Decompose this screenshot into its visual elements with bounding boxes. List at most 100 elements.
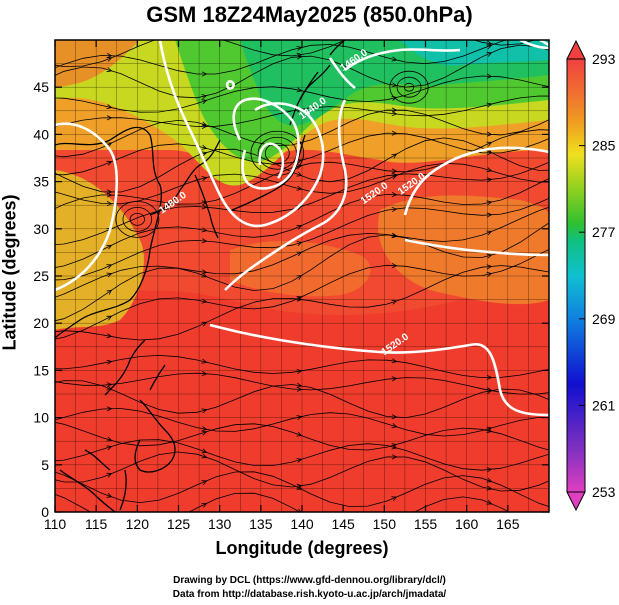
streamline-arrow bbox=[201, 448, 208, 454]
streamline-arrow bbox=[201, 238, 208, 244]
streamline-arrow bbox=[392, 22, 397, 26]
streamline-arrow bbox=[486, 271, 493, 277]
streamline-arrow bbox=[201, 503, 208, 508]
height-contours bbox=[55, 40, 549, 417]
x-tick-label: 110 bbox=[44, 516, 67, 532]
streamline-arrow bbox=[486, 375, 493, 381]
streamline-arrow bbox=[486, 131, 493, 137]
streamline-arrow bbox=[106, 104, 113, 110]
streamline-arrow bbox=[201, 430, 208, 436]
streamline-arrow bbox=[391, 496, 398, 502]
streamline-arrow bbox=[201, 121, 208, 127]
streamline-arrow bbox=[201, 204, 208, 210]
streamline-arrow bbox=[106, 359, 113, 365]
streamline-arrow bbox=[486, 477, 493, 483]
streamline-arrow bbox=[201, 151, 208, 157]
streamline-arrow bbox=[486, 73, 493, 79]
streamline-arrow bbox=[201, 408, 208, 414]
streamline-arrow bbox=[296, 87, 303, 93]
x-axis: 110 115 120 125 130 135 140 145 150 155 160 165 bbox=[44, 40, 520, 532]
wind-streamlines bbox=[55, 22, 549, 512]
y-tick-label: 10 bbox=[33, 410, 49, 426]
y-tick-label: 0 bbox=[41, 504, 49, 520]
streamline-arrow bbox=[201, 71, 208, 77]
streamline-arrow bbox=[201, 99, 208, 105]
streamline-arrow bbox=[391, 299, 398, 305]
streamline-arrow bbox=[296, 225, 303, 230]
credit-drawing: Drawing by DCL (https://www.gfd-dennou.o… bbox=[173, 575, 446, 586]
x-tick-label: 125 bbox=[167, 516, 191, 532]
streamline-arrow bbox=[296, 171, 303, 177]
streamline-arrow bbox=[296, 275, 303, 280]
colorbar-tick-label: 269 bbox=[592, 311, 616, 327]
streamline-arrow bbox=[106, 315, 113, 321]
streamline-arrow bbox=[296, 382, 303, 388]
x-tick-label: 150 bbox=[373, 516, 397, 532]
streamline-arrow bbox=[106, 244, 113, 250]
streamline-arrow bbox=[486, 428, 493, 434]
streamline-arrow bbox=[486, 467, 493, 473]
streamline-arrow bbox=[106, 201, 113, 207]
streamline-arrow bbox=[391, 192, 398, 198]
streamline-arrow bbox=[106, 160, 113, 166]
streamline-arrow bbox=[296, 296, 303, 302]
streamline-arrow bbox=[391, 172, 398, 178]
x-tick-label: 115 bbox=[85, 516, 108, 532]
streamline-arrow bbox=[391, 107, 398, 113]
streamline-arrow bbox=[391, 444, 398, 450]
streamline-arrow bbox=[106, 115, 113, 121]
streamline-arrow bbox=[296, 46, 303, 51]
streamline-arrow bbox=[391, 82, 398, 88]
colorbar-ticks: 253 261 269 277 285 293 bbox=[579, 51, 616, 500]
streamline-swirl bbox=[403, 82, 415, 92]
streamline-swirl bbox=[396, 76, 422, 98]
y-tick-label: 35 bbox=[33, 174, 49, 190]
streamline-swirl bbox=[264, 142, 290, 164]
streamline-arrow bbox=[486, 389, 493, 395]
streamline-arrow bbox=[391, 376, 398, 382]
streamline-arrow bbox=[106, 472, 113, 478]
y-axis: 0 5 10 15 20 25 30 35 40 45 bbox=[33, 79, 549, 520]
colorbar-tick-label: 293 bbox=[592, 51, 616, 67]
streamline-arrow bbox=[106, 436, 113, 442]
x-tick-label: 140 bbox=[290, 516, 314, 532]
x-tick-label: 155 bbox=[414, 516, 438, 532]
streamline-arrow bbox=[106, 272, 113, 278]
x-tick-label: 135 bbox=[249, 516, 273, 532]
streamline-arrow bbox=[486, 264, 493, 270]
streamline-arrow bbox=[201, 321, 208, 327]
streamline-arrow bbox=[201, 176, 208, 182]
streamline-arrow bbox=[486, 177, 493, 183]
streamline-arrow bbox=[201, 358, 208, 364]
streamline-arrow bbox=[201, 94, 208, 100]
streamline-arrow bbox=[486, 167, 493, 173]
streamline-arrow bbox=[296, 164, 303, 170]
colorbar-tick-label: 261 bbox=[592, 397, 616, 413]
streamline-arrow bbox=[201, 144, 208, 150]
streamline-arrow bbox=[486, 52, 493, 57]
streamline-arrow bbox=[391, 233, 398, 239]
y-tick-label: 5 bbox=[41, 457, 49, 473]
streamline-arrow bbox=[296, 415, 303, 421]
y-tick-label: 30 bbox=[33, 221, 49, 237]
colorbar-tick-label: 253 bbox=[592, 484, 616, 500]
streamline-arrow bbox=[296, 185, 303, 191]
streamline-arrow bbox=[486, 253, 493, 259]
streamline-arrow bbox=[201, 298, 208, 304]
colorbar-upper-arrow bbox=[566, 39, 586, 60]
x-axis-label: Longitude (degrees) bbox=[215, 538, 389, 558]
credit-data: Data from http://database.rish.kyoto-u.a… bbox=[172, 589, 447, 600]
streamline-arrow bbox=[201, 426, 208, 432]
streamline-arrow bbox=[391, 232, 398, 238]
streamline-arrow bbox=[106, 406, 113, 412]
streamline-swirl bbox=[115, 200, 160, 238]
coastlines bbox=[55, 40, 346, 512]
streamline-arrow bbox=[486, 102, 493, 108]
streamline-arrow bbox=[296, 431, 303, 437]
streamline-arrow bbox=[391, 423, 398, 428]
streamline-arrow bbox=[202, 33, 207, 37]
streamline-arrow bbox=[106, 67, 113, 73]
streamline-arrow bbox=[201, 200, 208, 206]
x-tick-label: 160 bbox=[455, 516, 479, 532]
